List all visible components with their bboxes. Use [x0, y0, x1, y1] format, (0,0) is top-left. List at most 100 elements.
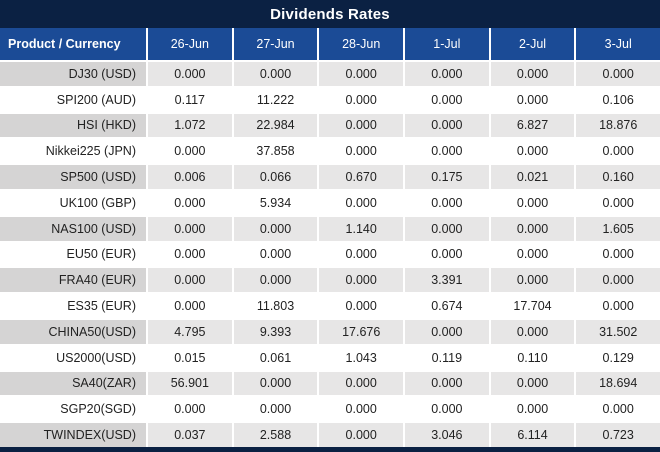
dividend-value-cell: 0.000 — [403, 319, 489, 344]
dividend-value-cell: 0.000 — [231, 242, 318, 267]
dividend-value-cell: 6.114 — [488, 423, 575, 447]
product-label: NAS100 (USD) — [0, 216, 146, 241]
table-row: EU50 (EUR) 0.000 0.000 0.000 0.000 0.000 0.000 — [0, 240, 660, 267]
dividend-value-cell: 18.876 — [574, 113, 660, 138]
dividend-value-cell: 56.901 — [146, 371, 232, 396]
product-label: HSI (HKD) — [0, 113, 146, 138]
dividend-value-cell: 0.000 — [317, 371, 404, 396]
dividend-value-cell: 0.000 — [403, 190, 489, 215]
dividend-value-cell: 0.000 — [574, 294, 660, 318]
product-label: CHINA50(USD) — [0, 319, 146, 344]
table-row: US2000(USD) 0.015 0.061 1.043 0.119 0.110 0.12… — [0, 343, 660, 370]
dividend-value-cell: 37.858 — [231, 139, 318, 164]
dividend-value-cell: 0.000 — [317, 139, 404, 164]
table-body: DJ30 (USD) 0.000 0.000 0.000 0.000 0.000 0.000… — [0, 60, 660, 447]
product-label: FRA40 (EUR) — [0, 268, 146, 293]
dividend-value-cell: 1.140 — [317, 216, 404, 241]
dividend-value-cell: 0.015 — [146, 345, 232, 370]
dividend-value-cell: 0.110 — [488, 345, 575, 370]
dividend-value-cell: 0.000 — [317, 397, 404, 422]
dividend-value-cell: 0.000 — [403, 87, 489, 112]
dividend-value-cell: 0.000 — [488, 242, 575, 267]
dividend-value-cell: 0.000 — [574, 62, 660, 86]
dividend-value-cell: 0.000 — [146, 268, 232, 293]
product-label: TWINDEX(USD) — [0, 423, 146, 447]
table-row: SGP20(SGD) 0.000 0.000 0.000 0.000 0.000 0.000 — [0, 395, 660, 422]
dividend-value-cell: 4.795 — [146, 319, 232, 344]
table-row: DJ30 (USD) 0.000 0.000 0.000 0.000 0.000 0.000 — [0, 60, 660, 86]
product-label: Nikkei225 (JPN) — [0, 139, 146, 164]
dividend-value-cell: 0.000 — [146, 190, 232, 215]
dividend-value-cell: 0.000 — [403, 371, 489, 396]
column-header-date-1-jul: 1-Jul — [403, 28, 489, 60]
dividend-value-cell: 0.000 — [317, 62, 404, 86]
dividend-value-cell: 2.588 — [231, 423, 318, 447]
dividend-value-cell: 0.000 — [488, 62, 575, 86]
table-row: HSI (HKD) 1.072 22.984 0.000 0.000 6.827 18.87… — [0, 111, 660, 138]
dividend-value-cell: 0.119 — [403, 345, 489, 370]
dividend-value-cell: 0.000 — [146, 139, 232, 164]
dividend-value-cell: 0.000 — [146, 242, 232, 267]
dividend-value-cell: 0.000 — [146, 397, 232, 422]
dividend-value-cell: 0.000 — [403, 242, 489, 267]
column-header-date-28-jun: 28-Jun — [317, 28, 403, 60]
dividend-value-cell: 17.676 — [317, 319, 404, 344]
dividend-value-cell: 0.000 — [488, 397, 575, 422]
table-row: CHINA50(USD) 4.795 9.393 17.676 0.000 0.000 31… — [0, 317, 660, 344]
dividend-value-cell: 0.000 — [317, 268, 404, 293]
dividend-value-cell: 0.000 — [574, 139, 660, 164]
dividend-value-cell: 0.000 — [146, 216, 232, 241]
dividend-value-cell: 0.674 — [403, 294, 489, 318]
product-label: ES35 (EUR) — [0, 294, 146, 318]
product-label: SPI200 (AUD) — [0, 87, 146, 112]
dividend-value-cell: 0.000 — [488, 87, 575, 112]
dividend-value-cell: 0.000 — [574, 268, 660, 293]
dividend-value-cell: 3.391 — [403, 268, 489, 293]
dividend-value-cell: 0.000 — [146, 62, 232, 86]
dividend-value-cell: 0.037 — [146, 423, 232, 447]
dividend-value-cell: 0.000 — [317, 242, 404, 267]
dividend-value-cell: 0.066 — [231, 165, 318, 189]
header-row: Product / Currency 26-Jun 27-Jun 28-Jun 1-J… — [0, 28, 660, 60]
dividend-value-cell: 0.000 — [403, 216, 489, 241]
dividend-value-cell: 0.000 — [403, 62, 489, 86]
dividend-value-cell: 0.000 — [317, 423, 404, 447]
column-header-product-currency: Product / Currency — [8, 37, 121, 51]
dividend-value-cell: 0.000 — [403, 113, 489, 138]
dividend-value-cell: 1.072 — [146, 113, 232, 138]
dividend-value-cell: 0.129 — [574, 345, 660, 370]
table-row: TWINDEX(USD) 0.037 2.588 0.000 3.046 6.114 0.7… — [0, 421, 660, 447]
dividend-value-cell: 0.000 — [488, 268, 575, 293]
product-label: SGP20(SGD) — [0, 397, 146, 422]
dividend-value-cell: 0.000 — [488, 371, 575, 396]
product-label: SP500 (USD) — [0, 165, 146, 189]
dividend-value-cell: 0.021 — [488, 165, 575, 189]
dividend-value-cell: 0.000 — [488, 319, 575, 344]
dividend-value-cell: 0.000 — [231, 216, 318, 241]
dividend-value-cell: 0.006 — [146, 165, 232, 189]
dividend-value-cell: 0.000 — [231, 268, 318, 293]
dividend-value-cell: 17.704 — [488, 294, 575, 318]
table-row: SPI200 (AUD) 0.117 11.222 0.000 0.000 0.000 0.… — [0, 85, 660, 112]
dividend-value-cell: 0.000 — [317, 87, 404, 112]
dividend-value-cell: 9.393 — [231, 319, 318, 344]
dividend-value-cell: 0.000 — [488, 190, 575, 215]
table-row: NAS100 (USD) 0.000 0.000 1.140 0.000 0.000 1.6… — [0, 214, 660, 241]
dividend-value-cell: 18.694 — [574, 371, 660, 396]
column-header-date-27-jun: 27-Jun — [231, 28, 318, 60]
dividend-value-cell: 0.000 — [574, 397, 660, 422]
product-label: SA40(ZAR) — [0, 371, 146, 396]
dividend-value-cell: 0.000 — [488, 216, 575, 241]
dividend-value-cell: 31.502 — [574, 319, 660, 344]
table-row: FRA40 (EUR) 0.000 0.000 0.000 3.391 0.000 0.00… — [0, 266, 660, 293]
dividend-value-cell: 0.160 — [574, 165, 660, 189]
dividend-value-cell: 1.043 — [317, 345, 404, 370]
table-row: SA40(ZAR) 56.901 0.000 0.000 0.000 0.000 18.69… — [0, 369, 660, 396]
product-label: US2000(USD) — [0, 345, 146, 370]
dividend-value-cell: 0.000 — [231, 397, 318, 422]
dividend-value-cell: 0.000 — [317, 113, 404, 138]
dividend-value-cell: 0.000 — [574, 242, 660, 267]
dividend-value-cell: 0.000 — [231, 62, 318, 86]
dividend-value-cell: 22.984 — [231, 113, 318, 138]
column-header-date-2-jul: 2-Jul — [488, 28, 575, 60]
